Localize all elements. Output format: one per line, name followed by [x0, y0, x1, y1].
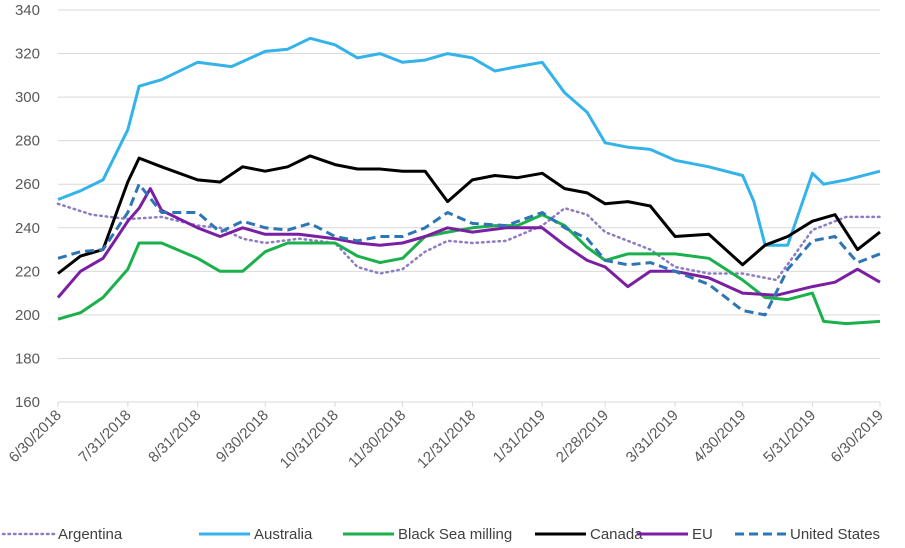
y-tick-label: 260 — [15, 176, 40, 193]
y-tick-label: 240 — [15, 220, 40, 237]
legend-swatch — [535, 532, 586, 536]
x-tick-label: 7/31/2018 — [75, 407, 134, 466]
y-axis: 160 180 200 220 240 260 280 300 320 340 — [15, 2, 40, 411]
legend-swatch — [343, 532, 394, 536]
x-tick-label: 6/30/2019 — [828, 407, 887, 466]
x-tick-label: 10/31/2018 — [277, 407, 342, 472]
series-line-black-sea-milling — [57, 213, 881, 326]
legend-swatch — [735, 532, 786, 536]
legend-swatch — [199, 532, 250, 536]
line-chart: 160 180 200 220 240 260 280 300 320 340 6/30/2018… — [6, 2, 887, 472]
x-tick-label: 8/31/2018 — [145, 407, 204, 466]
legend-item: Canada — [532, 524, 643, 544]
legend-label: Black Sea milling — [398, 525, 513, 543]
y-tick-label: 340 — [15, 2, 40, 19]
series-line-canada — [57, 154, 881, 275]
y-tick-label: 160 — [15, 394, 40, 411]
legend-item: Argentina — [0, 524, 122, 544]
y-tick-label: 280 — [15, 133, 40, 150]
legend-label: EU — [692, 525, 713, 543]
legend-item: United States — [732, 524, 880, 544]
legend-item: Australia — [196, 524, 312, 544]
legend-swatch — [1, 532, 56, 536]
series-line-australia — [57, 36, 881, 247]
x-tick-label: 11/30/2018 — [345, 407, 409, 471]
x-tick-label: 9/30/2018 — [213, 407, 272, 466]
x-tick-label: 2/28/2019 — [553, 407, 612, 466]
series-line-united-states — [57, 182, 881, 317]
x-tick-label: 4/30/2019 — [690, 407, 749, 466]
legend-item: EU — [634, 524, 713, 544]
legend-label: Canada — [590, 525, 643, 543]
legend-label: Australia — [254, 525, 313, 543]
x-tick-label: 1/31/2019 — [490, 407, 549, 466]
legend-item: Black Sea milling — [340, 524, 512, 544]
y-tick-label: 180 — [15, 350, 40, 367]
legend-label: United States — [790, 525, 881, 543]
y-tick-label: 300 — [15, 89, 40, 106]
y-tick-label: 220 — [15, 263, 40, 280]
series-line-eu — [56, 187, 881, 299]
x-tick-label: 12/31/2018 — [414, 407, 479, 472]
x-tick-label: 5/31/2019 — [760, 407, 819, 466]
x-tick-label: 6/30/2018 — [6, 407, 65, 466]
series-lines — [56, 36, 882, 326]
legend-swatch — [637, 532, 688, 536]
legend: Argentina Australia Black Sea milling Canad… — [0, 524, 905, 548]
x-axis: 6/30/2018 7/31/2018 8/31/2018 9/30/2018 10/3… — [6, 402, 887, 472]
y-tick-label: 320 — [15, 46, 40, 63]
legend-label: Argentina — [58, 525, 123, 543]
y-tick-label: 200 — [15, 307, 40, 324]
x-tick-label: 3/31/2019 — [623, 407, 682, 466]
